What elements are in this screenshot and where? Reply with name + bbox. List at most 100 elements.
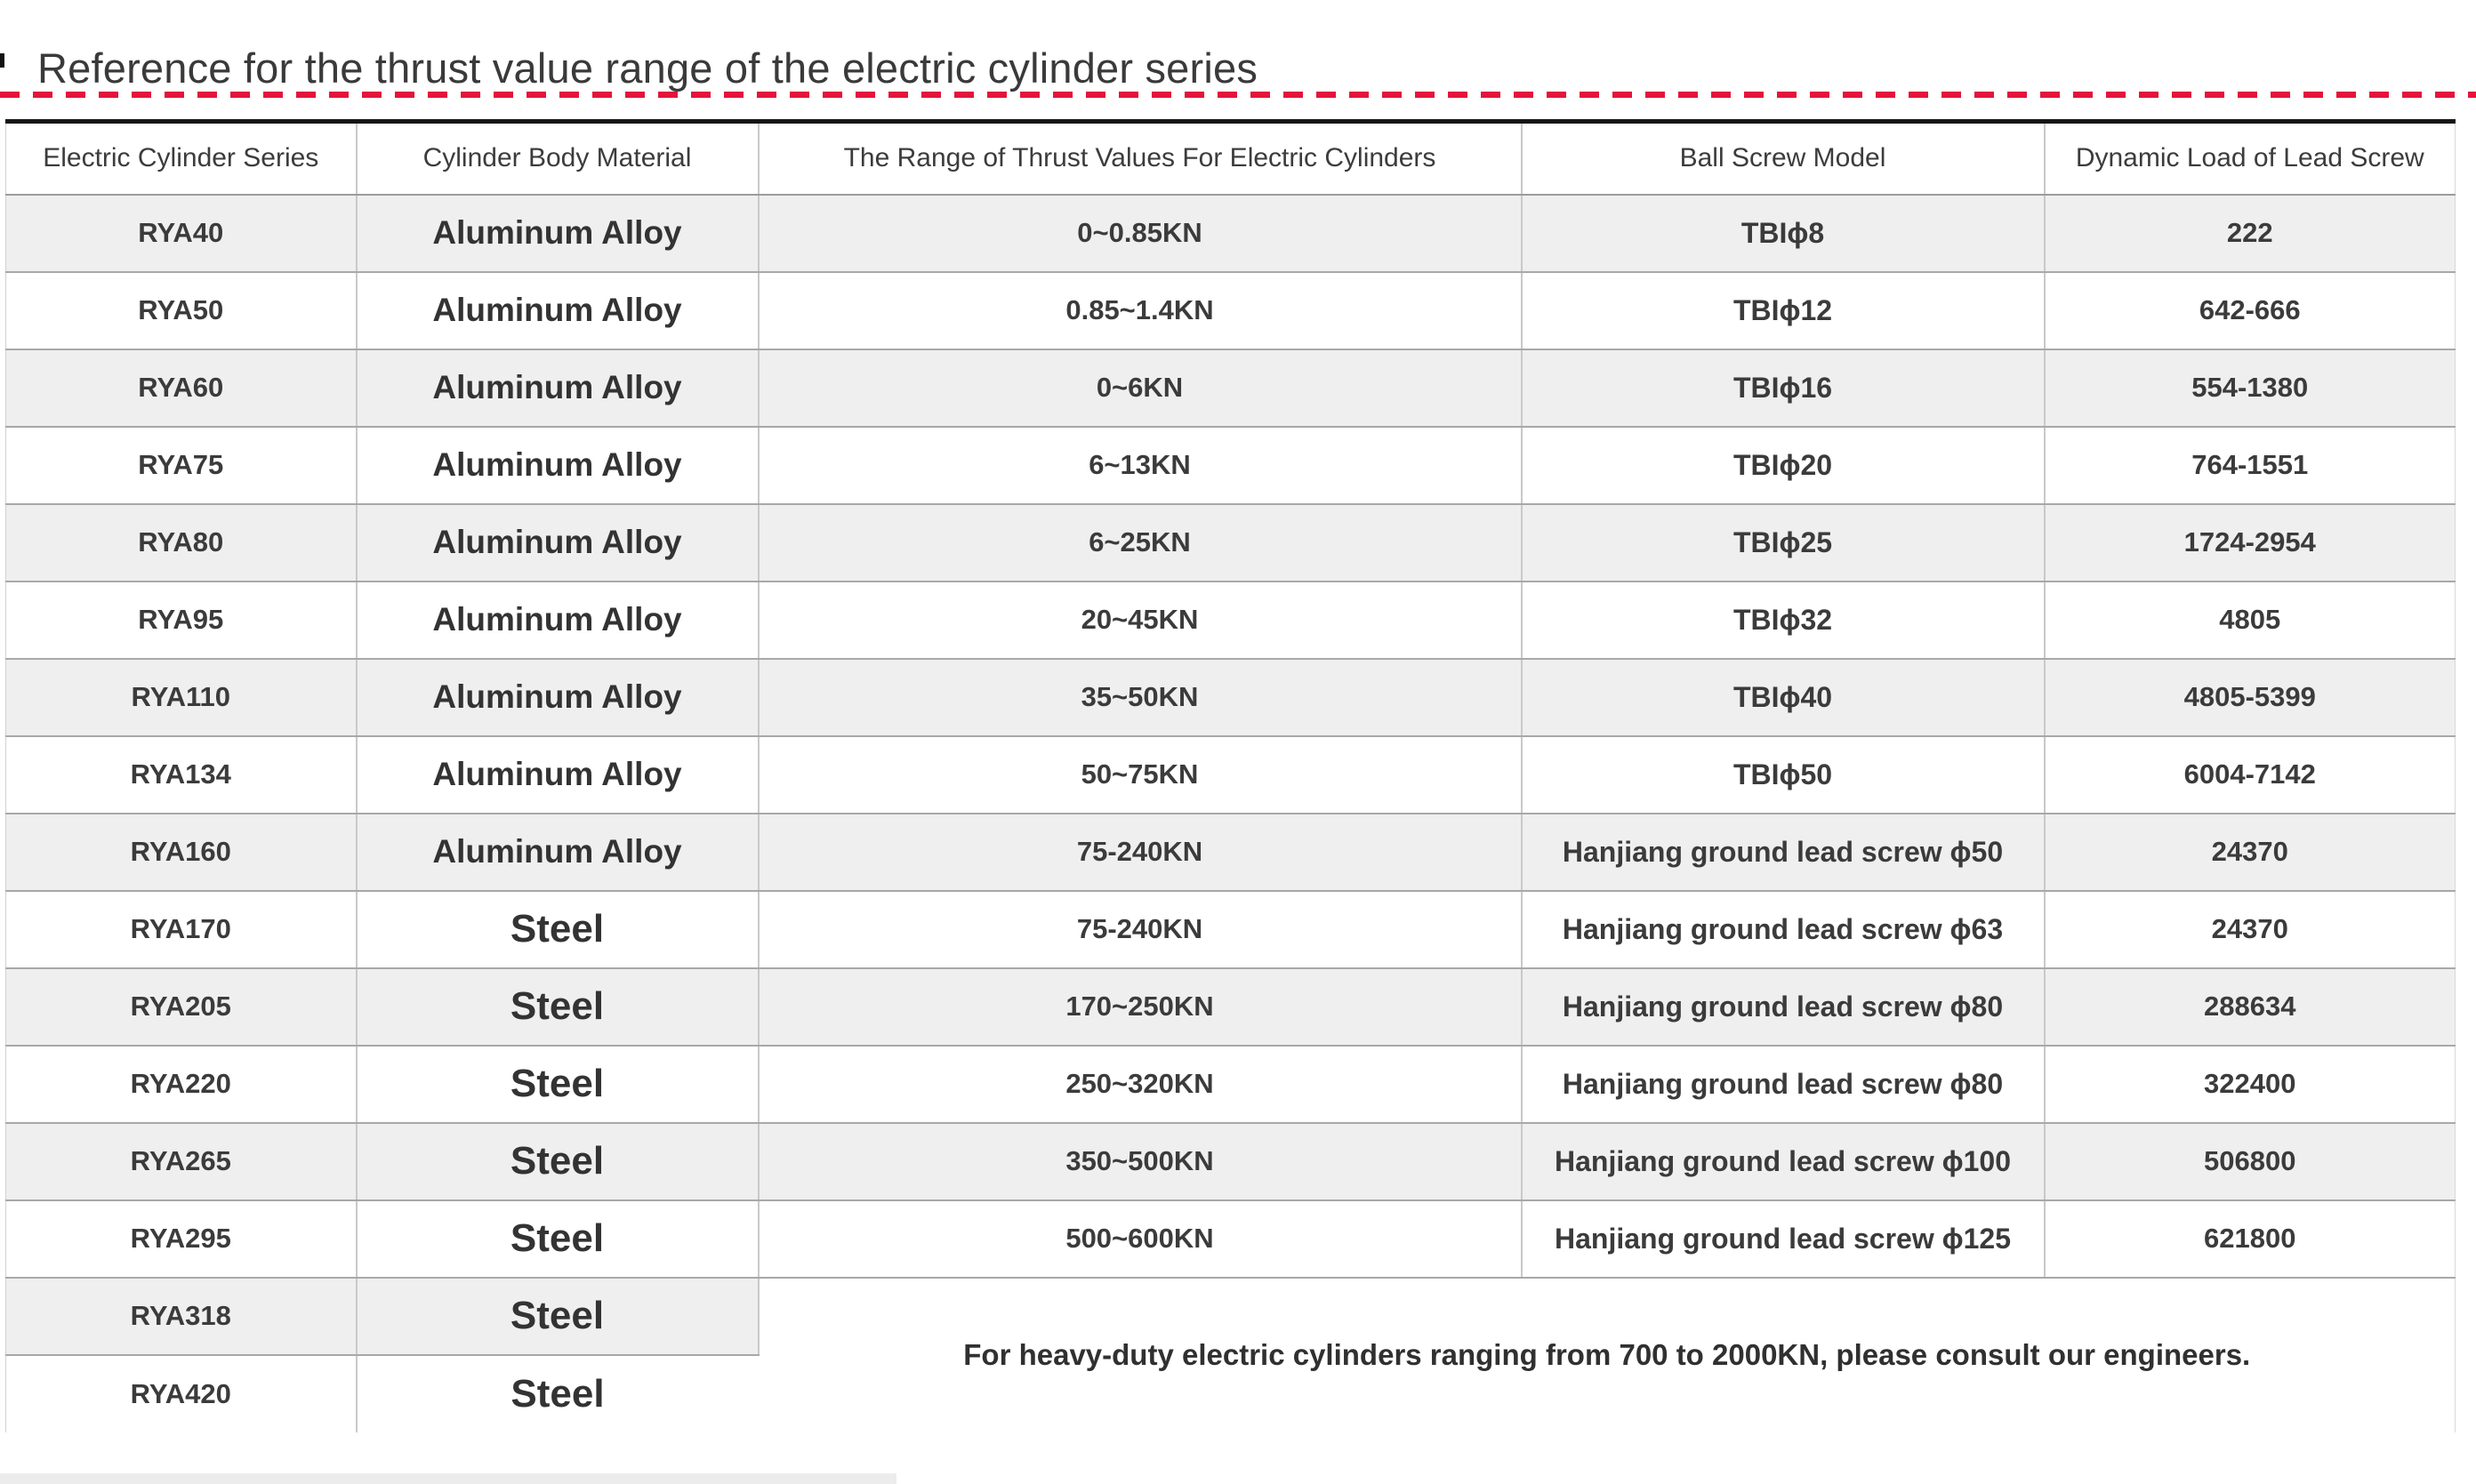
dynamic-load-cell: 6004-7142 (2044, 735, 2456, 814)
red-dashed-divider (0, 92, 2476, 98)
table-row: RYA420 Steel (5, 1354, 2456, 1432)
column-header: Dynamic Load of Lead Screw (2044, 121, 2456, 196)
thrust-reference-table: Electric Cylinder Series Cylinder Body Ma… (5, 119, 2456, 1432)
thrust-range-cell: 250~320KN (758, 1045, 1523, 1124)
series-cell: RYA420 (5, 1354, 358, 1432)
series-cell: RYA95 (5, 581, 358, 660)
material-cell: Aluminum Alloy (356, 349, 760, 428)
table-row: RYA40 Aluminum Alloy 0~0.85KN TBIϕ8 222 (5, 194, 2456, 273)
ball-screw-model-cell: Hanjiang ground lead screw ϕ125 (1521, 1199, 2046, 1279)
table-row: RYA295 Steel 500~600KN Hanjiang ground lead… (5, 1199, 2456, 1279)
ball-screw-model-cell: TBIϕ32 (1521, 581, 2046, 660)
table-row: RYA110 Aluminum Alloy 35~50KN TBIϕ40 4805-53… (5, 658, 2456, 737)
series-cell: RYA295 (5, 1199, 358, 1279)
material-cell: Steel (356, 1045, 760, 1124)
thrust-reference-table-wrap: Electric Cylinder Series Cylinder Body Ma… (5, 119, 2456, 1432)
material-cell: Steel (356, 1277, 760, 1356)
dynamic-load-cell: 24370 (2044, 813, 2456, 892)
material-cell: Aluminum Alloy (356, 735, 760, 814)
ball-screw-model-cell: Hanjiang ground lead screw ϕ80 (1521, 1045, 2046, 1124)
dynamic-load-cell: 24370 (2044, 890, 2456, 969)
thrust-range-cell: 0~0.85KN (758, 194, 1523, 273)
dynamic-load-cell: 288634 (2044, 967, 2456, 1047)
dynamic-load-cell: 322400 (2044, 1045, 2456, 1124)
table-row: RYA205 Steel 170~250KN Hanjiang ground lead… (5, 967, 2456, 1047)
series-cell: RYA205 (5, 967, 358, 1047)
ball-screw-model-cell: Hanjiang ground lead screw ϕ80 (1521, 967, 2046, 1047)
ball-screw-model-cell: TBIϕ40 (1521, 658, 2046, 737)
thrust-range-cell: 6~25KN (758, 503, 1523, 582)
thrust-range-cell: 0~6KN (758, 349, 1523, 428)
material-cell: Steel (356, 1354, 759, 1432)
material-cell: Aluminum Alloy (356, 658, 760, 737)
page-title: Reference for the thrust value range of … (37, 44, 1258, 92)
column-header: The Range of Thrust Values For Electric … (758, 121, 1523, 196)
material-cell: Steel (356, 967, 760, 1047)
thrust-range-cell: 170~250KN (758, 967, 1523, 1047)
series-cell: RYA318 (5, 1277, 358, 1356)
table-row: RYA50 Aluminum Alloy 0.85~1.4KN TBIϕ12 642-6… (5, 271, 2456, 350)
column-header: Electric Cylinder Series (5, 121, 358, 196)
series-cell: RYA75 (5, 426, 358, 505)
thrust-range-cell: 350~500KN (758, 1122, 1523, 1201)
dynamic-load-cell: 4805 (2044, 581, 2456, 660)
ball-screw-model-cell: Hanjiang ground lead screw ϕ63 (1521, 890, 2046, 969)
material-cell: Aluminum Alloy (356, 271, 760, 350)
material-cell: Aluminum Alloy (356, 813, 760, 892)
thrust-range-cell: 75-240KN (758, 813, 1523, 892)
column-header: Cylinder Body Material (356, 121, 760, 196)
ball-screw-model-cell: TBIϕ8 (1521, 194, 2046, 273)
dynamic-load-cell: 4805-5399 (2044, 658, 2456, 737)
table-row: RYA318 Steel For heavy-duty electric cylin… (5, 1277, 2456, 1432)
thrust-range-cell: 6~13KN (758, 426, 1523, 505)
table-body: RYA40 Aluminum Alloy 0~0.85KN TBIϕ8 222 RYA50… (5, 194, 2456, 1432)
ball-screw-model-cell: Hanjiang ground lead screw ϕ50 (1521, 813, 2046, 892)
material-cell: Steel (356, 890, 760, 969)
table-row: RYA170 Steel 75-240KN Hanjiang ground lead … (5, 890, 2456, 969)
series-cell: RYA170 (5, 890, 358, 969)
dynamic-load-cell: 621800 (2044, 1199, 2456, 1279)
material-cell: Aluminum Alloy (356, 194, 760, 273)
material-cell: Aluminum Alloy (356, 503, 760, 582)
table-header: Electric Cylinder Series Cylinder Body Ma… (5, 121, 2456, 196)
series-cell: RYA50 (5, 271, 358, 350)
ball-screw-model-cell: TBIϕ50 (1521, 735, 2046, 814)
series-cell: RYA60 (5, 349, 358, 428)
dynamic-load-cell: 764-1551 (2044, 426, 2456, 505)
dynamic-load-cell: 642-666 (2044, 271, 2456, 350)
table-row: RYA60 Aluminum Alloy 0~6KN TBIϕ16 554-1380 (5, 349, 2456, 428)
title-left-tick (0, 53, 4, 68)
consult-note-cell: For heavy-duty electric cylinders rangin… (758, 1277, 2456, 1432)
ball-screw-model-cell: TBIϕ12 (1521, 271, 2046, 350)
series-cell: RYA220 (5, 1045, 358, 1124)
dynamic-load-cell: 554-1380 (2044, 349, 2456, 428)
material-cell: Aluminum Alloy (356, 581, 760, 660)
table-row: RYA80 Aluminum Alloy 6~25KN TBIϕ25 1724-2954 (5, 503, 2456, 582)
material-cell: Steel (356, 1122, 760, 1201)
ball-screw-model-cell: Hanjiang ground lead screw ϕ100 (1521, 1122, 2046, 1201)
column-header: Ball Screw Model (1521, 121, 2046, 196)
thrust-range-cell: 75-240KN (758, 890, 1523, 969)
dynamic-load-cell: 222 (2044, 194, 2456, 273)
thrust-range-cell: 35~50KN (758, 658, 1523, 737)
thrust-range-cell: 500~600KN (758, 1199, 1523, 1279)
table-row: RYA265 Steel 350~500KN Hanjiang ground lead… (5, 1122, 2456, 1201)
series-cell: RYA134 (5, 735, 358, 814)
material-cell: Aluminum Alloy (356, 426, 760, 505)
ball-screw-model-cell: TBIϕ20 (1521, 426, 2046, 505)
series-cell: RYA80 (5, 503, 358, 582)
table-row: RYA134 Aluminum Alloy 50~75KN TBIϕ50 6004-71… (5, 735, 2456, 814)
table-row: RYA75 Aluminum Alloy 6~13KN TBIϕ20 764-1551 (5, 426, 2456, 505)
series-cell: RYA265 (5, 1122, 358, 1201)
series-cell: RYA110 (5, 658, 358, 737)
series-cell: RYA160 (5, 813, 358, 892)
thrust-range-cell: 0.85~1.4KN (758, 271, 1523, 350)
series-cell: RYA40 (5, 194, 358, 273)
dynamic-load-cell: 1724-2954 (2044, 503, 2456, 582)
next-row-cut-strip (0, 1473, 896, 1484)
thrust-range-cell: 50~75KN (758, 735, 1523, 814)
dynamic-load-cell: 506800 (2044, 1122, 2456, 1201)
table-row: RYA220 Steel 250~320KN Hanjiang ground lead… (5, 1045, 2456, 1124)
table-row: RYA95 Aluminum Alloy 20~45KN TBIϕ32 4805 (5, 581, 2456, 660)
table-row: RYA160 Aluminum Alloy 75-240KN Hanjiang gro… (5, 813, 2456, 892)
